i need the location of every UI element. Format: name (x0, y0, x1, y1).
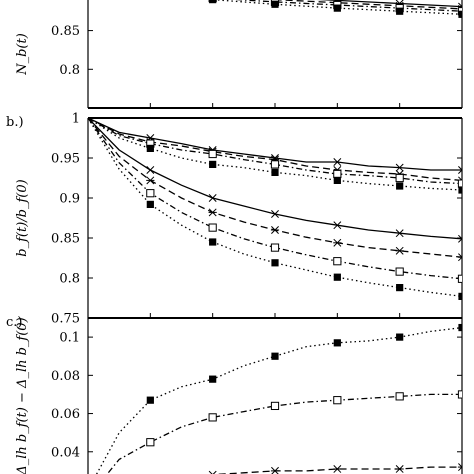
data-point (208, 149, 217, 159)
data-point (209, 0, 217, 4)
panel-c: 0.1 0.08 0.06 0.04 c.)Δ_lh b_f(t) − Δ_lh b_f… (6, 315, 463, 474)
data-point (333, 176, 341, 184)
data-point (271, 210, 279, 218)
panel-label: b.) (6, 115, 24, 130)
y-tick-label: 0.1 (59, 331, 80, 346)
data-point (396, 333, 404, 341)
series-line (95, 326, 462, 474)
data-point (458, 234, 462, 243)
y-tick-label: 0.08 (51, 369, 80, 384)
data-point (333, 273, 341, 281)
data-point (458, 186, 462, 194)
data-point (333, 4, 341, 12)
y-tick-label: 0.85 (51, 24, 80, 39)
data-point (270, 466, 280, 474)
data-point (333, 169, 342, 179)
data-point (146, 396, 154, 404)
series-line (88, 118, 462, 298)
data-point (333, 465, 342, 473)
data-point (333, 339, 341, 347)
y-axis-label: N_b(t) (15, 33, 30, 76)
data-point (146, 189, 155, 198)
data-point (458, 292, 462, 300)
data-point (146, 144, 154, 152)
data-point (270, 243, 280, 252)
data-point (209, 160, 217, 168)
y-tick-label: 0.8 (59, 63, 80, 78)
data-point (271, 168, 279, 176)
y-tick-label: 0.75 (51, 312, 80, 327)
data-point (209, 375, 217, 383)
y-tick-label: 0.06 (51, 407, 80, 422)
data-point (395, 229, 404, 238)
y-axis-label: Δ_lh b_f(t) − Δ_lh b_f(0) (15, 317, 30, 474)
data-point (457, 179, 462, 188)
data-point (208, 223, 217, 232)
data-point (270, 401, 280, 411)
data-point (146, 166, 155, 174)
y-tick-label: 0.85 (51, 232, 80, 247)
data-point (458, 323, 462, 332)
data-point (271, 259, 279, 267)
data-point (270, 226, 280, 234)
series-line (88, 118, 462, 258)
data-point (208, 194, 217, 202)
data-point (395, 246, 404, 255)
panel-a: 0.90.850.8N_b(t) (15, 0, 463, 109)
data-point (333, 221, 342, 230)
data-point (146, 200, 154, 208)
data-point (395, 465, 404, 473)
series-line (88, 118, 462, 280)
data-point (208, 413, 217, 422)
panel-label: c.) (6, 315, 23, 330)
data-point (333, 158, 342, 166)
data-point (395, 173, 404, 183)
data-point (395, 392, 404, 401)
data-point (146, 176, 155, 185)
data-point (208, 208, 217, 217)
data-point (396, 182, 404, 190)
data-point (457, 463, 462, 472)
data-point (333, 238, 342, 247)
data-point (396, 7, 404, 15)
data-point (208, 470, 217, 474)
data-point (271, 352, 279, 360)
y-axis-label: b_f(t)/b_f(0) (15, 179, 30, 256)
data-point (395, 163, 404, 172)
data-point (146, 438, 155, 447)
data-point (270, 160, 280, 169)
data-point (457, 274, 462, 283)
data-point (396, 284, 404, 292)
data-point (333, 396, 342, 405)
y-tick-label: 0.9 (59, 192, 80, 207)
panel-b: 1 0.95 0.9 0.85 0.8 0.75 b.) b_f(t)/b_f(0) (6, 112, 463, 327)
y-tick-label: 1 (72, 112, 80, 127)
data-point (271, 0, 279, 8)
data-point (458, 166, 462, 174)
data-point (395, 267, 404, 276)
data-point (457, 253, 462, 262)
data-point (457, 390, 462, 399)
y-tick-label: 0.95 (51, 152, 80, 167)
series-line (106, 393, 462, 474)
data-point (333, 257, 342, 266)
data-point (458, 10, 462, 18)
y-tick-label: 0.8 (59, 272, 80, 287)
data-point (209, 238, 217, 246)
y-tick-label: 0.04 (51, 445, 80, 460)
